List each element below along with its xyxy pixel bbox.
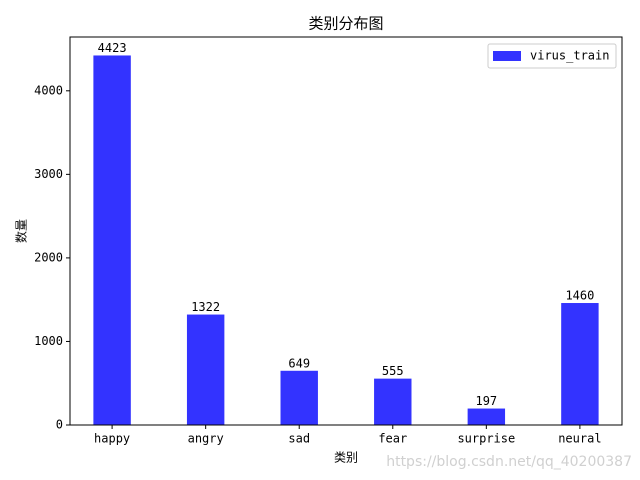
data-label: 649 [288,356,310,370]
bar [374,378,412,425]
y-tick-label: 0 [56,418,63,432]
x-axis-label: 类别 [334,451,358,465]
x-tick-label: neural [558,432,601,446]
x-tick-label: angry [188,432,224,446]
data-label: 1322 [191,300,220,314]
legend-box [487,43,617,69]
plot-frame [69,36,623,426]
x-tick-label: happy [94,432,130,446]
x-tick-label: fear [378,432,407,446]
watermark: https://blog.csdn.net/qq_40200387 [386,454,632,470]
chart-title: 类别分布图 [308,15,383,33]
x-tick-label: surprise [457,432,515,446]
y-tick-label: 1000 [34,334,63,348]
data-label: 1460 [565,289,594,303]
data-label: 197 [475,394,497,408]
bar [280,370,318,425]
y-tick-label: 4000 [34,83,63,97]
bar [93,55,131,425]
data-label: 555 [382,364,404,378]
y-tick-label: 2000 [34,250,63,264]
bar [467,408,506,425]
data-label: 4423 [98,41,127,55]
y-axis-label: 数量 [14,219,29,243]
x-tick-label: sad [288,432,310,446]
bar [186,314,225,425]
legend-swatch [493,51,521,61]
y-tick-label: 3000 [34,167,63,181]
bar [561,303,599,425]
legend-label: virus_train [530,49,609,63]
